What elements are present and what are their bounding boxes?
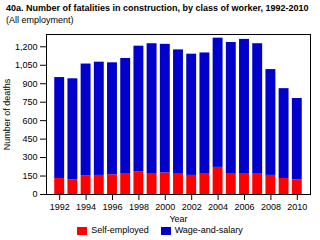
svg-text:2000: 2000 <box>155 202 175 212</box>
html-text:40a. Number of fatalities in c: 40a. Number of fatalities in constructio… <box>6 3 309 13</box>
svg-text:2010: 2010 <box>287 202 307 212</box>
svg-text:450: 450 <box>22 134 37 144</box>
svg-text:600: 600 <box>22 116 37 126</box>
html-text:(All employment): (All employment) <box>6 15 74 25</box>
svg-text:300: 300 <box>22 152 37 162</box>
svg-text:Number of deaths: Number of deaths <box>2 78 12 150</box>
html-text:Self-employed: Self-employed <box>91 225 149 235</box>
svg-text:1,200: 1,200 <box>15 42 38 52</box>
svg-text:1992: 1992 <box>50 202 70 212</box>
svg-text:2004: 2004 <box>208 202 228 212</box>
svg-text:Year: Year <box>169 214 187 224</box>
svg-text:1994: 1994 <box>76 202 96 212</box>
svg-text:2008: 2008 <box>261 202 281 212</box>
svg-text:1996: 1996 <box>102 202 122 212</box>
svg-text:0: 0 <box>32 189 37 199</box>
svg-text:1,050: 1,050 <box>15 60 38 70</box>
html-text:Wage-and-salary: Wage-and-salary <box>174 225 243 235</box>
svg-text:2006: 2006 <box>234 202 254 212</box>
svg-text:150: 150 <box>22 171 37 181</box>
svg-text:900: 900 <box>22 79 37 89</box>
svg-text:750: 750 <box>22 97 37 107</box>
svg-text:1998: 1998 <box>129 202 149 212</box>
svg-text:2002: 2002 <box>182 202 202 212</box>
